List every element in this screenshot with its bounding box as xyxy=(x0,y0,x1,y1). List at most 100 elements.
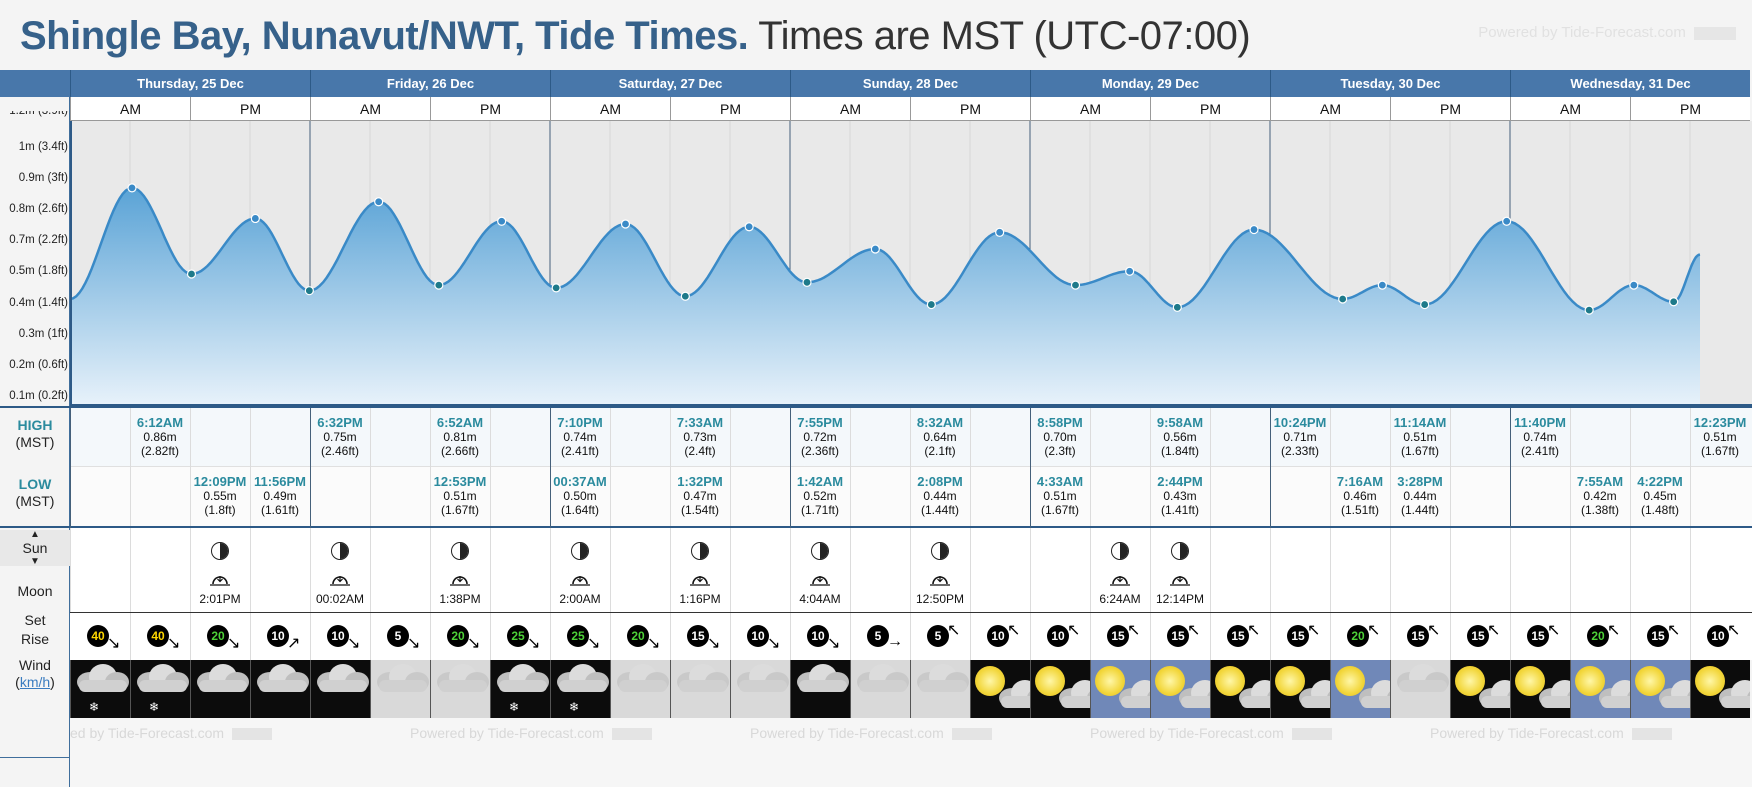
social-icons[interactable] xyxy=(1694,26,1736,40)
powered-by-text[interactable]: Powered by Tide-Forecast.com xyxy=(1090,725,1284,741)
wind-speed-icon: 20 xyxy=(1587,625,1609,647)
wind-direction-arrow: ↘ xyxy=(827,635,841,652)
cloud-base xyxy=(859,680,907,692)
column-divider xyxy=(490,528,491,612)
high-feet: (2.41ft) xyxy=(560,444,599,458)
sun-label[interactable]: Sun xyxy=(22,540,48,556)
social-icons[interactable] xyxy=(232,728,273,741)
low-feet: (1.48ft) xyxy=(1640,503,1679,517)
weather-icon xyxy=(1330,660,1390,718)
high-tide-point xyxy=(374,197,384,207)
moon-phase-icon xyxy=(451,542,469,560)
powered-by-footer[interactable]: Powered by Tide-Forecast.com xyxy=(1430,725,1672,741)
weather-icon: ❄ xyxy=(550,660,610,718)
high-tide-point xyxy=(870,244,880,254)
wind-direction-arrow: ↘ xyxy=(467,635,481,652)
high-tide-point xyxy=(1629,280,1639,290)
day-header: Sunday, 28 Dec xyxy=(790,70,1030,97)
wind-speed-icon: 15 xyxy=(1467,625,1489,647)
weather-icon xyxy=(190,660,250,718)
powered-by-text[interactable]: ed by Tide-Forecast.com xyxy=(70,725,225,741)
moon-phase-icon xyxy=(931,542,949,560)
weather-icon: ❄ xyxy=(130,660,190,718)
sun-toggle[interactable]: ▲ Sun ▼ xyxy=(0,530,70,567)
powered-by-footer[interactable]: Powered by Tide-Forecast.com xyxy=(750,725,992,741)
social-icons[interactable] xyxy=(1291,728,1332,741)
wind-speed-value: 20 xyxy=(1351,629,1365,643)
column-divider xyxy=(310,613,311,660)
social-icons[interactable] xyxy=(1631,728,1672,741)
wind-speed-icon: 10 xyxy=(327,625,349,647)
wind-speed-value: 25 xyxy=(511,629,525,643)
y-tick-label: 1m (3.4ft) xyxy=(18,141,68,153)
powered-by-footer[interactable]: Powered by Tide-Forecast.com xyxy=(410,725,652,741)
moonset-time: 12:50PM xyxy=(915,592,965,606)
low-cell: 7:16AM 0.46m (1.51ft) xyxy=(1330,475,1390,518)
cloud-shape xyxy=(1391,664,1450,694)
high-feet: (2.41ft) xyxy=(1520,444,1559,458)
weather-icon xyxy=(1210,660,1270,718)
column-divider xyxy=(1390,528,1391,612)
sun-shape xyxy=(1455,666,1485,696)
low-cell: 4:33AM 0.51m (1.67ft) xyxy=(1030,474,1090,518)
low-time: 4:33AM xyxy=(1036,474,1084,489)
social-icons[interactable] xyxy=(611,728,652,741)
am-label: AM xyxy=(1510,97,1630,121)
day-header: Saturday, 27 Dec xyxy=(550,70,790,97)
column-divider xyxy=(1210,613,1211,660)
high-meters: 0.86m xyxy=(143,430,177,444)
high-cell: 9:58AM 0.56m (1.84ft) xyxy=(1150,416,1210,459)
high-label: HIGH xyxy=(17,417,53,433)
low-row-bg xyxy=(70,466,1752,526)
powered-by-top[interactable]: Powered by Tide-Forecast.com xyxy=(1478,24,1736,41)
moon-phase-icon xyxy=(331,542,349,560)
moon-phase-icon xyxy=(211,542,229,560)
moon-shadow xyxy=(1120,543,1128,559)
powered-by-footer[interactable]: ed by Tide-Forecast.com xyxy=(70,725,273,741)
wind-speed-value: 10 xyxy=(1051,629,1065,643)
column-divider xyxy=(790,613,791,660)
am-label: AM xyxy=(1270,97,1390,121)
low-meters: 0.46m xyxy=(1343,489,1377,503)
y-tick-label: 0.7m (2.2ft) xyxy=(9,234,68,247)
cloud-shape xyxy=(251,664,310,694)
moonset-time: 6:24AM xyxy=(1099,592,1141,606)
high-meters: 0.51m xyxy=(1703,430,1737,444)
low-meters: 0.49m xyxy=(263,489,297,503)
high-feet: (2.4ft) xyxy=(684,444,716,458)
powered-by-text[interactable]: Powered by Tide-Forecast.com xyxy=(410,725,604,741)
wind-speed-value: 10 xyxy=(271,629,285,643)
moon-shadow xyxy=(220,543,228,559)
wind-speed-icon: 15 xyxy=(1647,625,1669,647)
social-icons[interactable] xyxy=(951,728,992,741)
wind-speed-value: 10 xyxy=(991,629,1005,643)
low-time: 11:56PM xyxy=(253,474,307,489)
wind-direction-arrow: ↖ xyxy=(1727,622,1741,639)
wind-speed-value: 20 xyxy=(451,629,465,643)
wind-speed-icon: 25 xyxy=(567,625,589,647)
high-cell: 7:55PM 0.72m (2.36ft) xyxy=(790,416,850,459)
wind-unit-link[interactable]: km/h xyxy=(19,674,51,690)
low-feet: (1.54ft) xyxy=(680,503,719,517)
column-divider xyxy=(130,613,131,660)
high-feet: (2.3ft) xyxy=(1044,444,1076,458)
cloud-base xyxy=(139,680,187,692)
powered-by-text[interactable]: Powered by Tide-Forecast.com xyxy=(750,725,944,741)
low-tide-point xyxy=(1420,299,1430,310)
moonset-icon xyxy=(210,573,230,586)
sun-shape xyxy=(1695,666,1725,696)
day-header: Tuesday, 30 Dec xyxy=(1270,70,1510,97)
column-divider xyxy=(250,613,251,660)
low-tide-point xyxy=(186,269,197,279)
powered-by-text[interactable]: Powered by Tide-Forecast.com xyxy=(1430,725,1624,741)
high-meters: 0.64m xyxy=(923,430,957,444)
high-feet: (2.1ft) xyxy=(924,444,956,458)
high-cell: 7:10PM 0.74m (2.41ft) xyxy=(550,416,610,459)
powered-by-text[interactable]: Powered by Tide-Forecast.com xyxy=(1478,24,1686,41)
wind-direction-arrow: ↘ xyxy=(767,635,781,652)
cloud-shape xyxy=(1533,680,1570,710)
low-cell: 3:28PM 0.44m (1.44ft) xyxy=(1390,475,1450,518)
high-low-divider xyxy=(70,466,1752,467)
powered-by-footer[interactable]: Powered by Tide-Forecast.com xyxy=(1090,725,1332,741)
